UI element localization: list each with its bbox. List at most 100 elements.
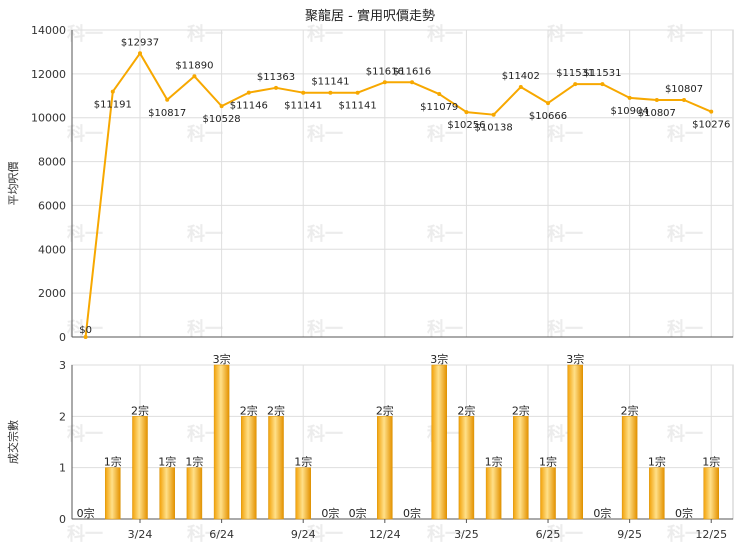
volume-bar — [132, 416, 148, 520]
volume-y-axis-label: 成交宗數 — [6, 420, 20, 464]
volume-data-label: 2宗 — [621, 403, 639, 417]
price-data-label: $11616 — [366, 66, 404, 77]
price-point — [464, 110, 469, 115]
price-data-label: $11079 — [420, 102, 458, 113]
price-y-tick-label: 2000 — [38, 287, 66, 300]
price-point — [491, 112, 496, 117]
volume-bar — [295, 467, 311, 520]
volume-bar — [540, 467, 556, 520]
volume-data-label: 1宗 — [185, 455, 203, 469]
volume-bar — [431, 364, 447, 520]
price-data-label: $10276 — [692, 120, 730, 131]
price-data-label: $11191 — [94, 100, 132, 111]
price-data-label: $11141 — [284, 101, 322, 112]
watermark-3-5: 科一 — [667, 318, 703, 340]
watermark-5-3: 科一 — [427, 523, 463, 545]
x-tick-label: 9/25 — [617, 528, 642, 541]
price-y-tick-label: 14000 — [31, 24, 66, 37]
price-data-label: $11531 — [583, 68, 621, 79]
price-point — [355, 90, 360, 95]
volume-data-label: 1宗 — [158, 455, 176, 469]
price-data-label: $10666 — [529, 111, 567, 122]
price-data-label: $11890 — [175, 60, 213, 71]
price-point — [654, 98, 659, 103]
volume-data-label: 1宗 — [104, 455, 122, 469]
watermark-4-5: 科一 — [667, 423, 703, 445]
watermark-0-1: 科一 — [187, 23, 223, 45]
watermark-2-1: 科一 — [187, 223, 223, 245]
price-y-tick-label: 0 — [59, 331, 66, 344]
volume-bar — [159, 467, 175, 520]
price-data-label: $10807 — [665, 84, 703, 95]
volume-bar — [703, 467, 719, 520]
volume-data-label: 2宗 — [376, 403, 394, 417]
price-y-tick-label: 12000 — [31, 68, 66, 81]
price-point — [382, 80, 387, 85]
watermark-2-4: 科一 — [547, 223, 583, 245]
price-point — [219, 104, 224, 109]
price-point — [437, 92, 442, 97]
price-data-label: $11363 — [257, 72, 295, 83]
watermark-2-2: 科一 — [307, 223, 343, 245]
price-point — [301, 90, 306, 95]
volume-data-label: 0宗 — [675, 506, 693, 520]
volume-bar — [458, 416, 475, 520]
volume-data-label: 1宗 — [485, 455, 503, 469]
watermark-3-2: 科一 — [307, 318, 343, 340]
x-tick-label: 6/25 — [536, 528, 561, 541]
price-point — [246, 90, 251, 95]
volume-y-tick-label: 1 — [59, 462, 66, 475]
watermark-3-0: 科一 — [67, 318, 103, 340]
watermark-0-4: 科一 — [547, 23, 583, 45]
price-point — [682, 98, 687, 103]
volume-data-label: 3宗 — [566, 352, 584, 366]
x-tick-label: 3/24 — [128, 528, 153, 541]
volume-data-label: 2宗 — [131, 403, 149, 417]
volume-data-label: 0宗 — [403, 506, 421, 520]
watermark-1-5: 科一 — [667, 123, 703, 145]
volume-data-label: 0宗 — [77, 506, 95, 520]
price-point — [165, 97, 170, 102]
watermark-4-0: 科一 — [67, 423, 103, 445]
price-y-tick-label: 6000 — [38, 199, 66, 212]
volume-data-label: 1宗 — [539, 455, 557, 469]
price-line — [84, 52, 712, 338]
price-data-label: $10528 — [203, 114, 241, 125]
price-point — [138, 51, 143, 56]
price-data-label: $11531 — [556, 68, 594, 79]
price-y-tick-label: 8000 — [38, 156, 66, 169]
price-data-label: $10138 — [475, 123, 513, 134]
price-point — [328, 90, 333, 95]
price-data-label: $10904 — [611, 106, 649, 117]
price-panel: 0 2000 4000 6000 8000 10000 12000 14000 平均呎價 $0 $1… — [6, 24, 734, 344]
volume-data-label: 3宗 — [430, 352, 448, 366]
price-point — [83, 335, 88, 339]
volume-bar — [241, 416, 257, 520]
volume-bar — [567, 364, 583, 520]
volume-data-label: 0宗 — [321, 506, 339, 520]
price-point — [600, 82, 605, 87]
watermark-1-0: 科一 — [67, 123, 103, 145]
volume-data-label: 1宗 — [648, 455, 666, 469]
chart-title: 聚龍居 - 實用呎價走勢 — [305, 8, 435, 24]
volume-bar — [213, 364, 230, 520]
price-point — [627, 95, 632, 100]
price-data-label: $11141 — [339, 101, 377, 112]
watermark-3-4: 科一 — [547, 318, 583, 340]
volume-y-tick-label: 2 — [59, 410, 66, 423]
price-data-label: $10256 — [447, 120, 485, 131]
x-tick-label: 3/25 — [454, 528, 479, 541]
x-tick-label: 12/25 — [695, 528, 727, 541]
watermark-1-2: 科一 — [307, 123, 343, 145]
watermark-1-1: 科一 — [187, 123, 223, 145]
volume-data-label: 1宗 — [702, 455, 720, 469]
price-point — [573, 82, 578, 87]
watermark-3-1: 科一 — [187, 318, 223, 340]
volume-data-label: 0宗 — [593, 506, 611, 520]
watermark-5-2: 科一 — [307, 523, 343, 545]
watermark-5-0: 科一 — [67, 523, 103, 545]
price-point — [709, 109, 714, 114]
volume-bar — [621, 416, 638, 520]
